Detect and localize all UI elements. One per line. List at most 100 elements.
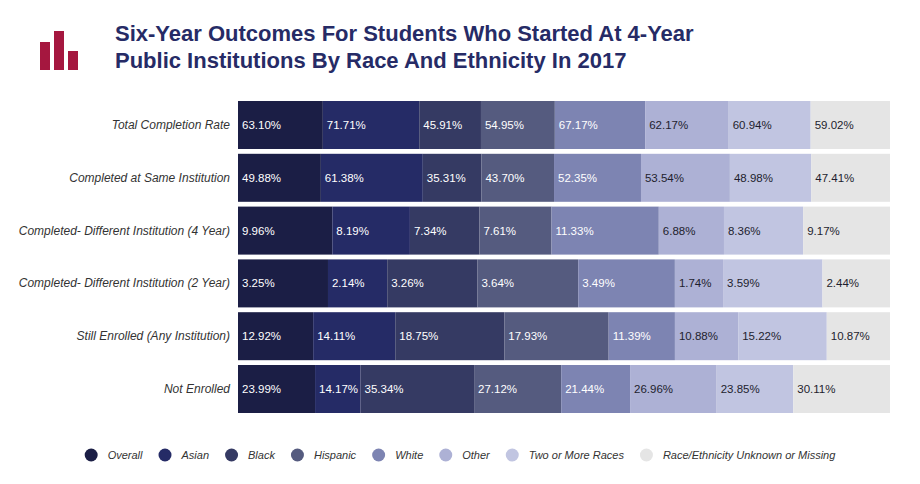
- data-labels: 63.10%71.71%45.91%54.95%67.17%62.17%60.9…: [242, 119, 870, 395]
- legend-swatch: [159, 449, 172, 462]
- category-label: Completed- Different Institution (2 Year…: [19, 276, 230, 290]
- data-label: 3.64%: [481, 277, 514, 289]
- bar-segment: [738, 312, 827, 360]
- data-label: 10.87%: [831, 330, 870, 342]
- data-label: 61.38%: [325, 172, 364, 184]
- legend-item: Hispanic: [291, 449, 357, 462]
- legend-label: Two or More Races: [529, 449, 625, 461]
- data-label: 18.75%: [399, 330, 438, 342]
- logo-bar: [68, 51, 78, 70]
- legend-label: Asian: [181, 449, 210, 461]
- data-label: 3.49%: [582, 277, 615, 289]
- legend-item: Asian: [159, 449, 210, 462]
- bars: [238, 101, 890, 413]
- legend-item: White: [372, 449, 423, 462]
- data-label: 9.96%: [242, 225, 275, 237]
- legend-swatch: [506, 449, 519, 462]
- bar-segment: [238, 312, 313, 360]
- bar-segment: [675, 259, 723, 307]
- bar-segment: [724, 207, 803, 255]
- legend-swatch: [225, 449, 238, 462]
- data-label: 27.12%: [478, 383, 517, 395]
- bar-segment: [238, 207, 332, 255]
- data-label: 35.34%: [365, 383, 404, 395]
- data-label: 48.98%: [734, 172, 773, 184]
- bar-segment: [675, 312, 738, 360]
- bar-segment: [723, 259, 822, 307]
- data-label: 43.70%: [485, 172, 524, 184]
- bar-segment: [803, 207, 890, 255]
- logo: [40, 31, 78, 70]
- bar-segment: [238, 365, 315, 413]
- data-label: 26.96%: [634, 383, 673, 395]
- category-label: Completed at Same Institution: [69, 171, 230, 185]
- data-label: 30.11%: [797, 383, 835, 395]
- bar-segment: [238, 154, 321, 202]
- legend-label: Overall: [108, 449, 143, 461]
- bar-segment: [419, 101, 481, 149]
- data-label: 14.17%: [319, 383, 358, 395]
- data-label: 11.33%: [555, 225, 593, 237]
- legend-swatch: [372, 449, 385, 462]
- bar-segment: [479, 207, 551, 255]
- bar-segment: [811, 154, 890, 202]
- legend-item: Two or More Races: [506, 449, 625, 462]
- legend-swatch: [439, 449, 452, 462]
- data-label: 52.35%: [558, 172, 597, 184]
- title-line: Public Institutions By Race And Ethnicit…: [115, 48, 626, 73]
- data-label: 60.94%: [733, 119, 772, 131]
- bar-segment: [827, 312, 890, 360]
- data-label: 12.92%: [242, 330, 281, 342]
- bar-segment: [238, 259, 328, 307]
- data-label: 3.59%: [727, 277, 760, 289]
- data-label: 49.88%: [242, 172, 281, 184]
- legend-label: Black: [248, 449, 275, 461]
- data-label: 2.14%: [332, 277, 365, 289]
- data-label: 62.17%: [649, 119, 688, 131]
- data-label: 10.88%: [679, 330, 718, 342]
- legend-item: Race/Ethnicity Unknown or Missing: [640, 449, 836, 462]
- bar-segment: [729, 101, 811, 149]
- data-label: 2.44%: [826, 277, 859, 289]
- data-label: 71.71%: [327, 119, 366, 131]
- data-label: 63.10%: [242, 119, 281, 131]
- bar-segment: [645, 101, 729, 149]
- bar-segment: [474, 365, 561, 413]
- data-label: 59.02%: [815, 119, 854, 131]
- legend-label: Other: [462, 449, 491, 461]
- bar-segment: [313, 312, 395, 360]
- bar-segment: [551, 207, 658, 255]
- data-label: 17.93%: [508, 330, 547, 342]
- data-label: 6.88%: [663, 225, 696, 237]
- legend-item: Other: [439, 449, 491, 462]
- bar-segment: [641, 154, 730, 202]
- bar-segment: [238, 101, 323, 149]
- bar-segment: [659, 207, 724, 255]
- bar-segment: [361, 365, 475, 413]
- bar-segment: [387, 259, 477, 307]
- data-label: 54.95%: [485, 119, 524, 131]
- title: Six-Year Outcomes For Students Who Start…: [115, 21, 694, 73]
- legend-swatch: [640, 449, 653, 462]
- data-label: 23.99%: [242, 383, 281, 395]
- title-line: Six-Year Outcomes For Students Who Start…: [115, 21, 694, 46]
- legend: Overall Asian Black Hispanic White Other Two o…: [85, 449, 837, 462]
- data-label: 15.22%: [742, 330, 781, 342]
- data-label: 11.39%: [613, 330, 651, 342]
- bar-segment: [481, 154, 554, 202]
- data-label: 7.34%: [414, 225, 447, 237]
- bar-segment: [504, 312, 608, 360]
- data-label: 47.41%: [815, 172, 854, 184]
- data-label: 3.26%: [391, 277, 424, 289]
- data-label: 35.31%: [427, 172, 466, 184]
- logo-bar: [54, 31, 64, 70]
- bar-segment: [561, 365, 630, 413]
- bar-segment: [730, 154, 811, 202]
- bar-segment: [477, 259, 578, 307]
- legend-swatch: [85, 449, 98, 462]
- category-label: Total Completion Rate: [112, 118, 231, 132]
- logo-bar: [40, 42, 50, 70]
- bar-segment: [410, 207, 480, 255]
- bar-segment: [395, 312, 504, 360]
- bar-segment: [609, 312, 675, 360]
